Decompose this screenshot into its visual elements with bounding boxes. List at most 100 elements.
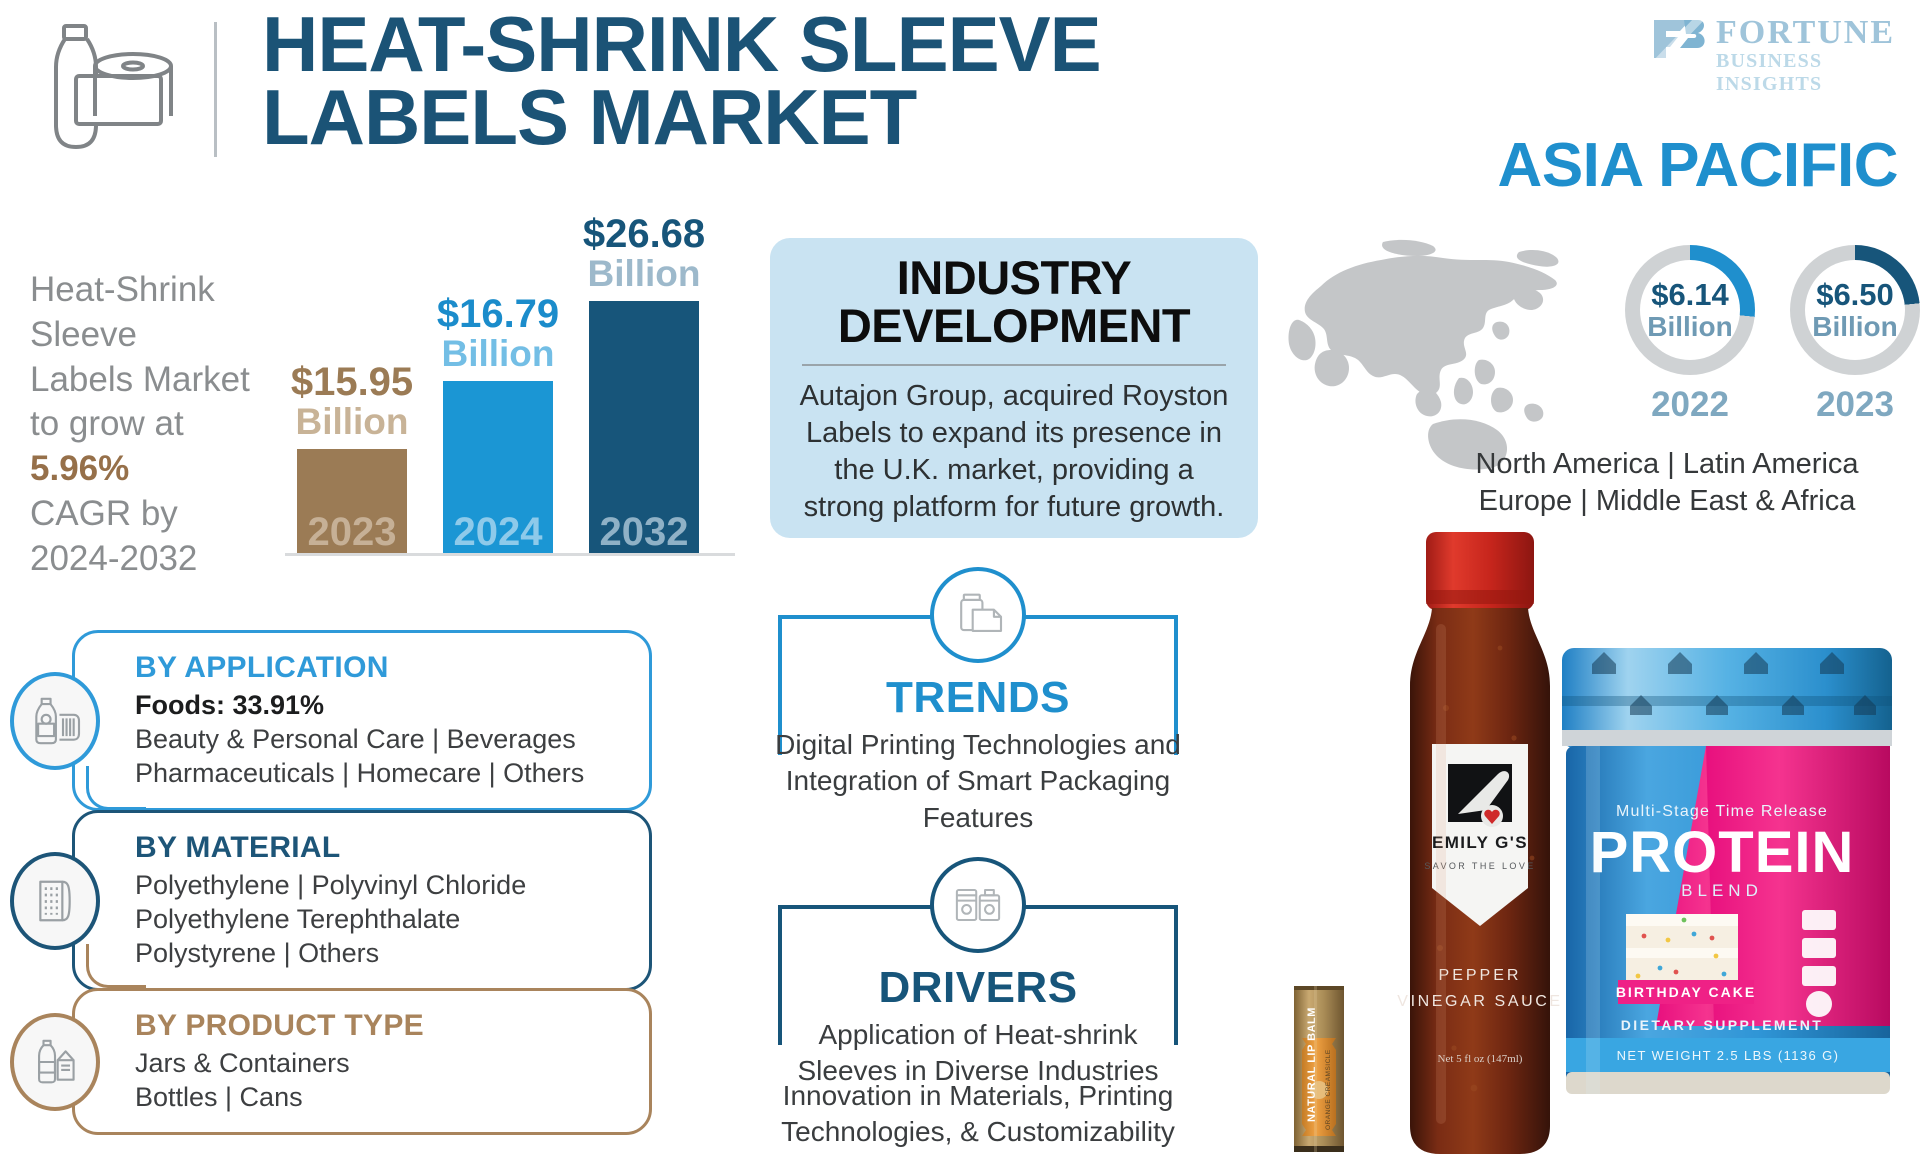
- industry-development-rule: [802, 363, 1226, 366]
- bar-2023-value: $15.95: [290, 360, 414, 405]
- svg-text:DIETARY SUPPLEMENT: DIETARY SUPPLEMENT: [1621, 1017, 1823, 1033]
- bar-2024-year: 2024: [453, 510, 543, 554]
- bar-2032-label: $26.68 Billion: [567, 214, 721, 293]
- jar-and-label-icon: [930, 567, 1026, 663]
- fortune-fb-monogram-icon: [1650, 16, 1708, 62]
- segment-product-body: BY PRODUCT TYPE Jars & Containers Bottle…: [75, 991, 649, 1132]
- segment-card-by-application: BY APPLICATION Foods: 33.91% Beauty & Pe…: [10, 630, 652, 812]
- svg-text:VINEGAR SAUCE: VINEGAR SAUCE: [1397, 993, 1562, 1010]
- bar-2024-value: $16.79: [436, 292, 560, 337]
- svg-text:Multi-Stage Time Release: Multi-Stage Time Release: [1616, 803, 1828, 820]
- cagr-value: 5.96%: [30, 449, 130, 489]
- bar-2024-unit: Billion: [441, 333, 555, 375]
- segment-application-heading: BY APPLICATION: [135, 651, 389, 684]
- drivers-title: DRIVERS: [878, 963, 1078, 1012]
- drivers-text: Application of Heat-shrink Sleeves in Di…: [797, 1019, 1159, 1087]
- bar-2024-label: $16.79 Billion: [421, 294, 575, 373]
- logo-name: FORTUNE: [1716, 14, 1896, 51]
- segment-product-line-1: Jars & Containers: [135, 1048, 350, 1078]
- donut-2023-unit: Billion: [1812, 310, 1898, 342]
- segment-material-line-2: Polyethylene Terephthalate: [135, 904, 461, 935]
- other-regions-list: North America | Latin America Europe | M…: [1432, 446, 1902, 519]
- segment-card-by-material: BY MATERIAL Polyethylene | Polyvinyl Chl…: [10, 810, 652, 992]
- svg-text:NATURAL LIP BALM: NATURAL LIP BALM: [1306, 1007, 1318, 1122]
- bar-2023: $15.95 Billion 2023: [291, 362, 413, 554]
- header-divider: [214, 22, 217, 157]
- fortune-business-insights-logo: FORTUNE BUSINESS INSIGHTS: [1650, 14, 1898, 95]
- bar-2032-year: 2032: [599, 510, 689, 554]
- trends-text: Digital Printing Technologies and Integr…: [775, 729, 1181, 833]
- bar-2024: $16.79 Billion 2024: [437, 294, 559, 554]
- bar-2032-unit: Billion: [587, 253, 701, 295]
- connector-application-material: [86, 766, 146, 810]
- statement-line-3: to grow at: [30, 404, 184, 444]
- other-regions-line-1: North America | Latin America: [1475, 448, 1859, 480]
- bar-2032: $26.68 Billion 2032: [583, 214, 705, 554]
- lip-balm-tube-photo: NATURAL LIP BALM ORANGE CREAMSICLE: [1288, 980, 1350, 1158]
- segment-product-line-2: Bottles | Cans: [135, 1082, 303, 1113]
- svg-text:SAVOR THE LOVE: SAVOR THE LOVE: [1424, 861, 1535, 871]
- donut-2022-center: $6.14 Billion: [1640, 260, 1740, 360]
- svg-text:Net 5 fl oz (147ml): Net 5 fl oz (147ml): [1438, 1053, 1523, 1065]
- bar-2032-value: $26.68: [582, 212, 706, 257]
- connector-material-product: [86, 944, 146, 988]
- donut-2022: $6.14 Billion 2022: [1625, 245, 1755, 424]
- page-title-line-2: LABELS MARKET: [262, 73, 917, 162]
- bar-2023-unit: Billion: [295, 401, 409, 443]
- segment-application-line-1: Foods: 33.91%: [135, 690, 325, 720]
- bar-2023-year: 2023: [307, 510, 397, 554]
- donut-2022-year: 2022: [1651, 385, 1729, 424]
- drivers-block: DRIVERS Application of Heat-shrink Sleev…: [778, 857, 1178, 1086]
- svg-text:PEPPER: PEPPER: [1439, 967, 1522, 984]
- bar-2023-label: $15.95 Billion: [275, 362, 429, 441]
- bottle-and-jar-icon: [10, 671, 100, 770]
- logo-tagline: BUSINESS INSIGHTS: [1716, 50, 1823, 95]
- drivers-extra-text: Innovation in Materials, Printing Techno…: [781, 1080, 1175, 1148]
- statement-line-1: Heat-Shrink Sleeve: [30, 270, 215, 354]
- market-size-bar-chart: $15.95 Billion 2023 $16.79 Billion 2024 …: [285, 200, 735, 580]
- protein-tub-photo: Multi-Stage Time Release PROTEIN BLEND B…: [1556, 638, 1900, 1138]
- industry-development-title-line-2: DEVELOPMENT: [837, 298, 1191, 352]
- svg-text:EMILY G'S: EMILY G'S: [1432, 833, 1528, 852]
- svg-text:BLEND: BLEND: [1681, 881, 1763, 900]
- donut-2023-value: $6.50: [1816, 277, 1894, 313]
- donut-2022-unit: Billion: [1647, 310, 1733, 342]
- labelled-containers-icon: [930, 857, 1026, 953]
- page-title: HEAT-SHRINK SLEEVE LABELS MARKET: [262, 0, 1382, 162]
- svg-text:ORANGE CREAMSICLE: ORANGE CREAMSICLE: [1325, 1049, 1332, 1130]
- segment-card-by-product-type: BY PRODUCT TYPE Jars & Containers Bottle…: [10, 988, 652, 1136]
- segment-product-heading: BY PRODUCT TYPE: [135, 1009, 424, 1042]
- market-statement: Heat-Shrink Sleeve Labels Market to grow…: [30, 268, 310, 582]
- bottle-and-label-roll-icon: [28, 18, 178, 158]
- segment-material-body: BY MATERIAL Polyethylene | Polyvinyl Chl…: [75, 813, 649, 988]
- segment-material-line-1: Polyethylene | Polyvinyl Chloride: [135, 870, 527, 900]
- trends-title: TRENDS: [886, 673, 1070, 722]
- region-title: ASIA PACIFIC: [1497, 131, 1899, 200]
- statement-line-2: Labels Market: [30, 359, 250, 399]
- donut-2022-value: $6.14: [1651, 277, 1729, 313]
- statement-line-5: 2024-2032: [30, 538, 198, 578]
- donut-2023-year: 2023: [1816, 385, 1894, 424]
- statement-line-4: CAGR by: [30, 493, 178, 533]
- segment-application-body: BY APPLICATION Foods: 33.91% Beauty & Pe…: [75, 633, 649, 808]
- industry-development-title-line-1: INDUSTRY: [896, 251, 1132, 304]
- trends-block: TRENDS Digital Printing Technologies and…: [775, 567, 1181, 833]
- other-regions-line-2: Europe | Middle East & Africa: [1478, 484, 1856, 517]
- segment-material-heading: BY MATERIAL: [135, 831, 341, 864]
- segment-material-line-3: Polystyrene | Others: [135, 938, 380, 969]
- industry-development-panel: INDUSTRY DEVELOPMENT Autajon Group, acqu…: [770, 238, 1258, 538]
- donut-2023-center: $6.50 Billion: [1805, 260, 1905, 360]
- svg-text:BIRTHDAY CAKE: BIRTHDAY CAKE: [1616, 984, 1756, 1000]
- svg-text:PROTEIN: PROTEIN: [1590, 820, 1855, 885]
- chart-baseline: [285, 553, 735, 556]
- shrink-film-roll-icon: [10, 851, 100, 950]
- industry-development-body: Autajon Group, acquired Royston Labels t…: [799, 379, 1229, 524]
- donut-2023: $6.50 Billion 2023: [1790, 245, 1920, 424]
- asia-pacific-map: [1283, 228, 1583, 478]
- segment-application-line-2: Beauty & Personal Care | Beverages: [135, 724, 576, 755]
- page-title-line-1: HEAT-SHRINK SLEEVE: [262, 0, 1102, 88]
- segment-application-line-3: Pharmaceuticals | Homecare | Others: [135, 758, 585, 789]
- bottle-jar-can-icon: [10, 1012, 100, 1111]
- sauce-bottle-photo: EMILY G'S SAVOR THE LOVE PEPPER VINEGAR …: [1374, 528, 1586, 1158]
